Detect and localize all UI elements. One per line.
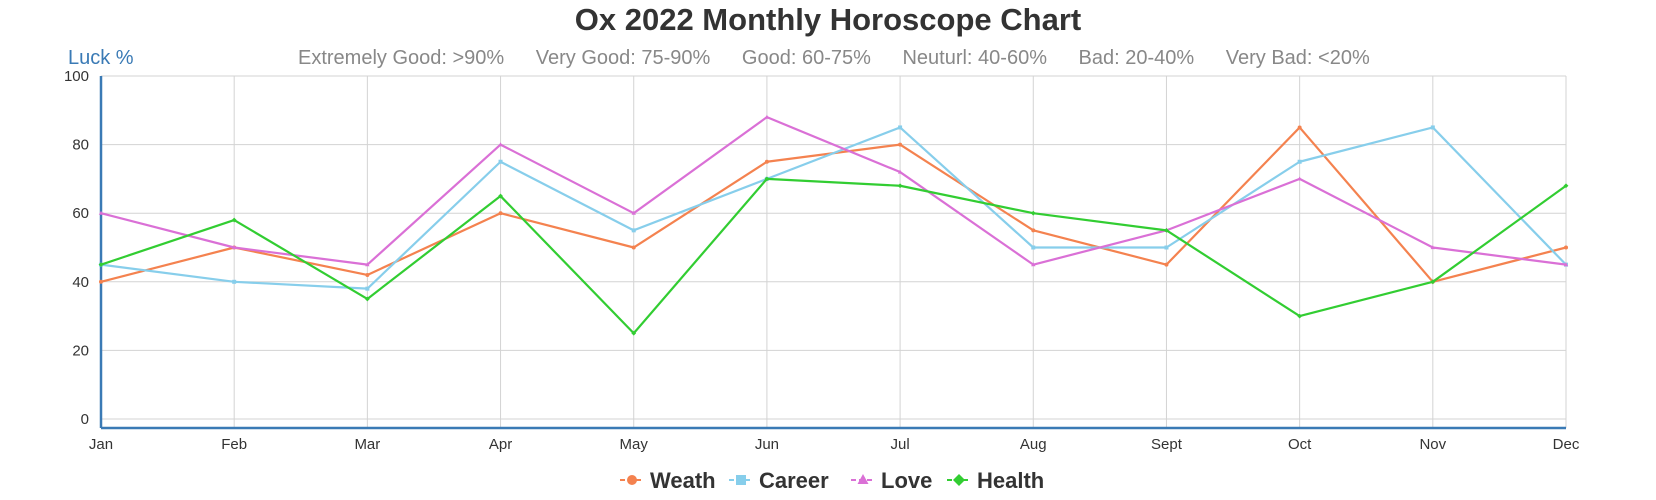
data-point-health bbox=[498, 193, 503, 199]
data-point-weath bbox=[1297, 125, 1302, 130]
data-point-love bbox=[1031, 262, 1036, 267]
data-point-love bbox=[764, 114, 770, 119]
y-tick-label: 20 bbox=[72, 342, 89, 359]
x-tick-label: Jan bbox=[89, 436, 113, 453]
legend-marker-career bbox=[736, 475, 746, 485]
data-point-health bbox=[631, 330, 637, 336]
x-tick-label: Dec bbox=[1553, 436, 1580, 453]
data-point-weath bbox=[365, 272, 370, 277]
luck-range-legend: Extremely Good: >90% Very Good: 75-90% G… bbox=[298, 47, 1396, 70]
range-very-good: Very Good: 75-90% bbox=[535, 47, 711, 69]
data-point-weath bbox=[1031, 228, 1036, 233]
data-point-health bbox=[1297, 313, 1303, 319]
x-tick-label: Aug bbox=[1020, 436, 1047, 453]
data-point-love bbox=[98, 210, 104, 215]
legend-label-career: Career bbox=[759, 468, 829, 493]
data-point-health bbox=[1430, 279, 1436, 285]
data-point-career bbox=[1297, 159, 1302, 164]
series-line-career bbox=[100, 126, 1567, 290]
data-point-weath bbox=[898, 142, 903, 147]
data-point-health bbox=[364, 296, 370, 302]
data-point-weath bbox=[498, 211, 503, 216]
legend-label-love: Love bbox=[881, 468, 932, 493]
y-tick-label: 100 bbox=[64, 68, 89, 85]
x-tick-label: Apr bbox=[489, 436, 512, 453]
data-point-career bbox=[232, 279, 237, 284]
x-tick-label: Jun bbox=[755, 436, 779, 453]
y-tick-label: 0 bbox=[81, 411, 89, 428]
y-axis-label: Luck % bbox=[68, 47, 134, 69]
data-point-career bbox=[1430, 125, 1435, 130]
data-point-career bbox=[898, 125, 903, 130]
series-line-love bbox=[100, 116, 1567, 266]
legend-marker-health bbox=[953, 474, 965, 486]
data-point-love bbox=[1430, 245, 1436, 250]
x-tick-label: Feb bbox=[221, 436, 247, 453]
y-tick-label: 40 bbox=[72, 274, 89, 291]
y-tick-label: 80 bbox=[72, 137, 89, 154]
data-point-health bbox=[1563, 183, 1569, 189]
data-point-health bbox=[764, 176, 770, 182]
data-point-health bbox=[897, 183, 903, 189]
range-good: Good: 60-75% bbox=[741, 47, 871, 69]
series-line-health bbox=[100, 177, 1567, 335]
legend-label-health: Health bbox=[977, 468, 1044, 493]
x-tick-label: Nov bbox=[1419, 436, 1446, 453]
x-tick-label: Oct bbox=[1288, 436, 1312, 453]
data-point-weath bbox=[1164, 262, 1169, 267]
data-point-weath bbox=[764, 159, 769, 164]
range-neutral: Neuturl: 40-60% bbox=[902, 47, 1047, 69]
data-point-weath bbox=[1564, 245, 1568, 250]
data-point-career bbox=[1164, 245, 1169, 250]
data-point-love bbox=[498, 142, 503, 147]
data-point-health bbox=[231, 217, 237, 223]
data-point-love bbox=[1563, 262, 1569, 267]
data-point-career bbox=[498, 159, 503, 164]
data-point-love bbox=[365, 262, 370, 267]
data-point-health bbox=[1164, 227, 1169, 233]
data-point-weath bbox=[631, 245, 636, 250]
range-bad: Bad: 20-40% bbox=[1078, 47, 1195, 69]
data-point-love bbox=[1297, 176, 1302, 181]
data-point-weath bbox=[99, 279, 103, 284]
range-extremely-good: Extremely Good: >90% bbox=[298, 47, 505, 69]
legend-label-weath: Weath bbox=[650, 468, 716, 493]
legend-marker-love bbox=[857, 474, 869, 484]
legend-marker-weath bbox=[627, 475, 637, 485]
x-tick-label: Jul bbox=[890, 436, 909, 453]
data-point-love bbox=[897, 169, 903, 174]
data-point-career bbox=[631, 228, 636, 233]
range-very-bad: Very Bad: <20% bbox=[1225, 47, 1370, 69]
x-tick-label: Mar bbox=[354, 436, 380, 453]
data-point-health bbox=[98, 262, 104, 268]
data-point-career bbox=[365, 286, 370, 291]
data-point-love bbox=[231, 245, 237, 250]
x-tick-label: Sept bbox=[1151, 436, 1183, 453]
data-point-health bbox=[1030, 210, 1036, 216]
y-tick-label: 60 bbox=[72, 205, 89, 222]
data-point-love bbox=[631, 210, 636, 215]
data-point-career bbox=[1031, 245, 1036, 250]
x-tick-label: May bbox=[620, 436, 649, 453]
chart-title: Ox 2022 Monthly Horoscope Chart bbox=[574, 2, 1082, 37]
